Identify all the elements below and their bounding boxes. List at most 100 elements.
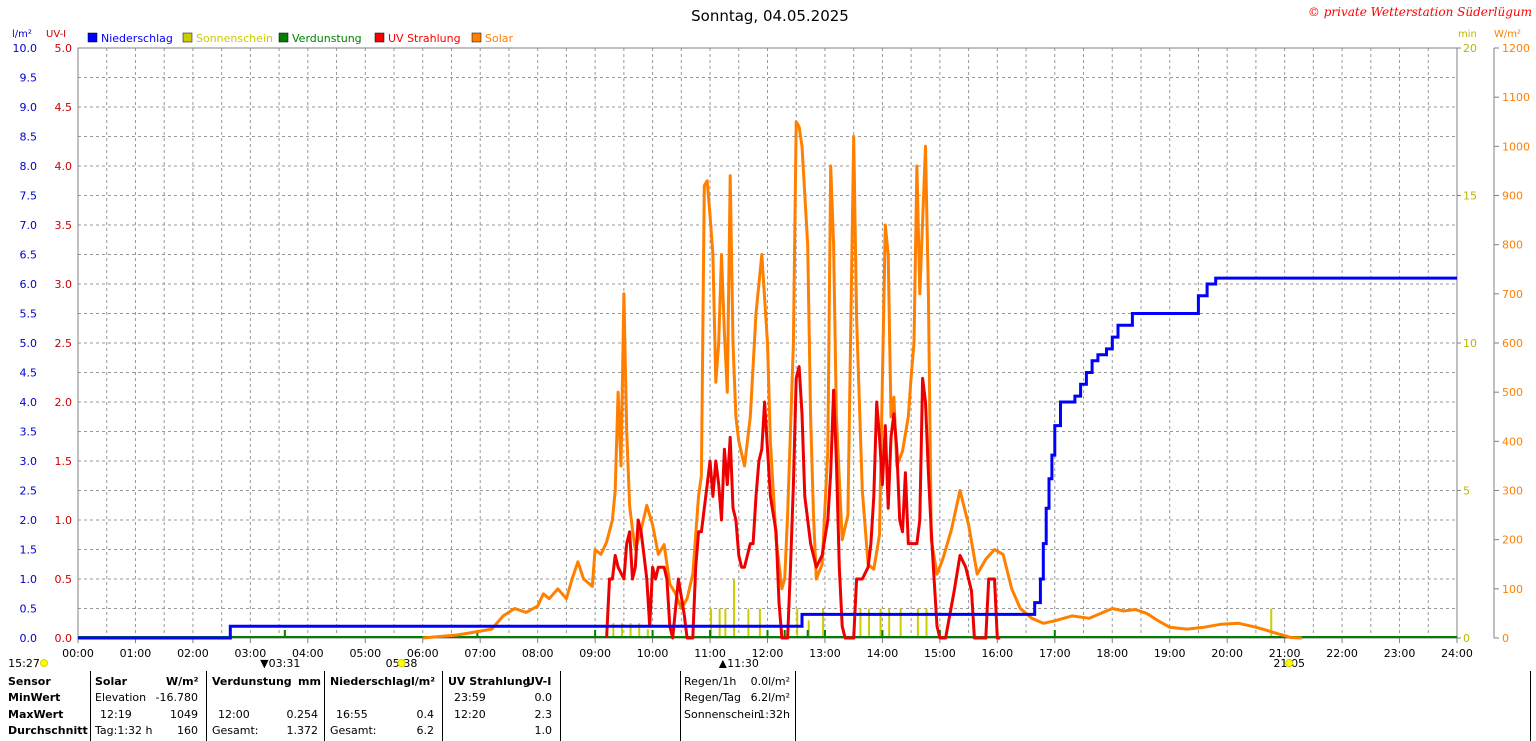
y-tick-label: 300 [1502,485,1523,498]
sunshine-bar [868,608,871,638]
y-tick-label: 7.0 [20,219,38,232]
x-tick-label: 15:00 [924,647,956,660]
sunshine-bar [710,608,713,638]
x-tick-label: 18:00 [1096,647,1128,660]
y-tick-label: 400 [1502,435,1523,448]
rain-1h-value: 0.0l/m² [750,675,790,688]
y-tick-label: 1000 [1502,140,1530,153]
rain-day-value: 6.2l/m² [750,691,790,704]
uv-header: UV Strahlung [448,675,531,688]
sunshine-bar [807,620,810,638]
left-axis1-unit: l/m² [12,29,32,40]
time-marker-label: ▼03:31 [260,657,300,668]
y-tick-label: 10.0 [13,42,38,55]
x-tick-label: 07:00 [464,647,496,660]
x-tick-label: 22:00 [1326,647,1358,660]
y-tick-label: 5.5 [20,308,38,321]
legend: Niederschlag Sonnenschein Verdunstung UV St… [87,32,514,45]
rain-1h-label: Regen/1h [684,675,737,688]
sunshine-bar [899,608,902,638]
y-tick-label: 3.0 [20,455,38,468]
sunshine-bar [718,608,721,638]
solar-min-label: Elevation [95,691,147,704]
sunshine-bar [822,608,825,638]
nied-unit: l/m² [411,675,436,688]
verd-header: Verdunstung [212,675,292,688]
nied-max-value: 0.4 [416,708,435,721]
verd-unit: mm [298,675,321,688]
avg-label: Durchschnitt [8,724,88,737]
y-tick-label: 10 [1463,337,1477,350]
y-tick-label: 0.0 [20,632,38,645]
y-tick-label: 0 [1463,632,1470,645]
y-tick-label: 9.5 [20,72,38,85]
solar-avg-value: 160 [177,724,198,737]
plot-area [78,120,1457,640]
y-tick-label: 2.5 [20,485,38,498]
uv-max-label: 12:20 [454,708,486,721]
x-tick-label: 13:00 [809,647,841,660]
right-axis2-unit: W/m² [1494,29,1521,40]
x-tick-label: 12:00 [752,647,784,660]
sunshine-bar [629,623,632,638]
y-tick-label: 7.5 [20,190,38,203]
verd-avg-value: 1.372 [286,724,319,737]
x-tick-label: 21:00 [1269,647,1301,660]
x-tick-label: 00:00 [62,647,94,660]
y-tick-label: 0.5 [20,603,38,616]
chart-title: Sonntag, 04.05.2025 [691,7,849,25]
y-tick-label: 2.0 [55,396,73,409]
sunshine-bar [879,608,882,638]
y-tick-label: 8.0 [20,160,38,173]
sunshine-bar [747,608,750,638]
x-tick-label: 08:00 [522,647,554,660]
nied-avg-value: 6.2 [416,724,435,737]
y-tick-label: 4.5 [20,367,38,380]
verd-max-value: 0.254 [286,708,319,721]
y-tick-label: 100 [1502,583,1523,596]
nied-max-label: 16:55 [336,708,368,721]
sunshine-bar [724,608,727,638]
grid [78,48,1457,638]
right-axis1-unit: min [1458,29,1477,40]
verd-avg-label: Gesamt: [212,724,259,737]
legend-label: Niederschlag [101,32,173,45]
legend-label: Sonnenschein [196,32,273,45]
y-tick-label: 1.0 [20,573,38,586]
x-tick-label: 04:00 [292,647,324,660]
y-tick-label: 4.5 [55,101,73,114]
y-tick-label: 15 [1463,190,1477,203]
y-tick-label: 900 [1502,190,1523,203]
uv-min-label: 23:59 [454,691,486,704]
y-tick-label: 5 [1463,485,1470,498]
sunshine-bar [638,623,641,638]
x-tick-label: 19:00 [1154,647,1186,660]
y-tick-label: 5.0 [55,42,73,55]
sunshine-bar [758,608,761,638]
x-tick-label: 16:00 [981,647,1013,660]
solar-min-value: -16.780 [155,691,198,704]
y-tick-label: 8.5 [20,131,38,144]
y-tick-label: 2.0 [20,514,38,527]
x-tick-label: 05:00 [349,647,381,660]
solar-max-label: 12:19 [100,708,132,721]
y-tick-label: 800 [1502,239,1523,252]
x-tick-label: 09:00 [579,647,611,660]
solar-max-value: 1049 [170,708,198,721]
y-tick-label: 1.5 [20,544,38,557]
sunshine-bar [612,623,615,638]
sunshine-label: Sonnenschein [684,708,761,721]
left-axis2-unit: UV-I [46,29,66,40]
sun-marker-icon [40,659,48,667]
x-tick-label: 01:00 [120,647,152,660]
legend-swatch [374,32,385,43]
sunshine-bar [925,608,928,638]
uv-min-value: 0.0 [534,691,553,704]
x-tick-label: 10:00 [637,647,669,660]
sunshine-bar [888,608,891,638]
nied-avg-label: Gesamt: [330,724,377,737]
axes: 0.0 0.5 1.0 1.5 2.0 2.5 3.0 3.5 4.0 4.5 5.0 5.5 6.0 6… [13,42,1531,660]
y-tick-label: 4.0 [20,396,38,409]
y-tick-label: 3.0 [55,278,73,291]
solar-unit: W/m² [166,675,199,688]
